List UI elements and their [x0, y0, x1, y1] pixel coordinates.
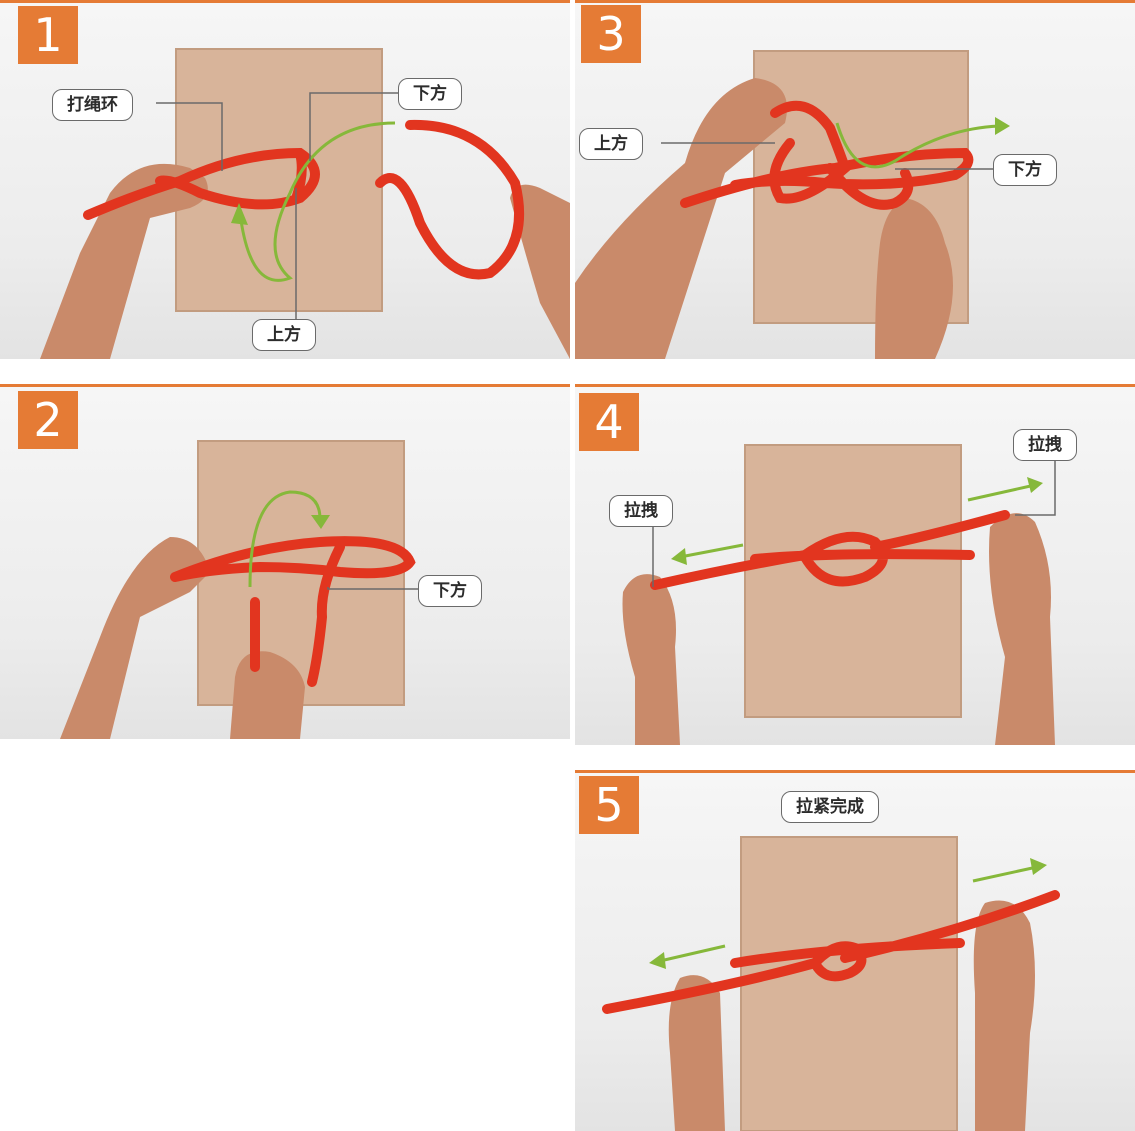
- step-2-panel: 2 下方: [0, 384, 570, 739]
- step-4-badge: 4: [579, 393, 639, 451]
- arrow-head: [995, 117, 1010, 135]
- step-2-illustration: [0, 387, 570, 739]
- right-hand: [989, 513, 1055, 745]
- label-pull-right: 拉拽: [1013, 429, 1077, 461]
- step-1-panel: 1 打绳环 下方 上方: [0, 0, 570, 359]
- arrow-head: [671, 548, 687, 565]
- label-tighten-done: 拉紧完成: [781, 791, 879, 823]
- step-5-illustration: [575, 773, 1135, 1131]
- label-below: 下方: [398, 78, 462, 110]
- step-1-illustration: [0, 3, 570, 359]
- step-3-badge: 3: [581, 5, 641, 63]
- step-4-panel: 4 拉拽 拉拽: [575, 384, 1135, 745]
- label-below: 下方: [418, 575, 482, 607]
- step-5-badge: 5: [579, 776, 639, 834]
- arrow-head: [1027, 477, 1043, 493]
- arrow-head: [649, 952, 666, 969]
- step-1-badge: 1: [18, 6, 78, 64]
- left-hand: [623, 574, 681, 745]
- step-2-badge: 2: [18, 391, 78, 449]
- label-above: 上方: [252, 319, 316, 351]
- gift-box: [741, 837, 957, 1131]
- right-hand: [974, 901, 1035, 1131]
- label-pull-left: 拉拽: [609, 495, 673, 527]
- step-3-panel: 3 上方 下方: [575, 0, 1135, 359]
- left-pull-arrow: [680, 545, 743, 557]
- arrow-head: [1030, 858, 1047, 875]
- label-below: 下方: [993, 154, 1057, 186]
- gift-box: [176, 49, 382, 311]
- right-pull-arrow: [973, 867, 1037, 881]
- right-pull-arrow: [968, 485, 1035, 500]
- label-make-loop: 打绳环: [52, 89, 133, 121]
- step-5-panel: 5 拉紧完成: [575, 770, 1135, 1131]
- left-pull-arrow: [660, 946, 725, 961]
- label-above: 上方: [579, 128, 643, 160]
